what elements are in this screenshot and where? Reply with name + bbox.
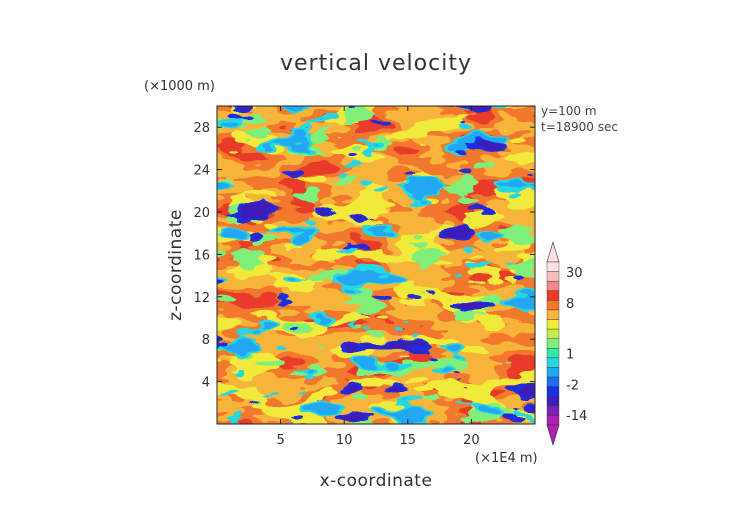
annotation-y-position: y=100 m: [541, 104, 597, 118]
heatmap-plot-area: [217, 106, 535, 424]
colorbar-label: 1: [566, 348, 574, 363]
colorbar: [546, 240, 560, 447]
y-tick-label: 12: [193, 291, 210, 306]
colorbar-segment: [546, 261, 560, 272]
y-tick-label: 24: [193, 164, 210, 179]
colorbar-segment: [546, 376, 560, 387]
x-tick-label: 20: [463, 433, 480, 448]
colorbar-segment: [546, 319, 560, 330]
colorbar-segment: [546, 348, 560, 359]
colorbar-label: -14: [566, 409, 587, 424]
y-tick-label: 16: [193, 248, 210, 263]
colorbar-label: -2: [566, 378, 579, 393]
colorbar-segment: [546, 396, 560, 407]
y-tick-label: 28: [193, 121, 210, 136]
colorbar-segment: [546, 271, 560, 282]
x-tick-label: 10: [336, 433, 353, 448]
heatmap-layer: [217, 106, 535, 424]
colorbar-segment: [546, 357, 560, 368]
colorbar-label: 30: [566, 266, 583, 281]
annotation-time: t=18900 sec: [541, 120, 618, 134]
y-axis-label: z-coordinate: [166, 209, 186, 321]
y-tick-label: 20: [193, 206, 210, 221]
colorbar-segment: [546, 338, 560, 349]
colorbar-segment: [546, 415, 560, 426]
colorbar-top-arrow: [546, 240, 560, 263]
x-tick-label: 15: [400, 433, 417, 448]
x-axis-ticks: 5 10 15 20: [276, 106, 480, 448]
colorbar-segment: [546, 405, 560, 416]
colorbar-labels: 30 8 1 -2 -14: [566, 266, 587, 424]
y-tick-label: 4: [202, 376, 210, 391]
y-tick-label: 8: [202, 333, 210, 348]
colorbar-segment: [546, 309, 560, 320]
y-axis-ticks: 4 8 12 16 20 24 28: [193, 121, 535, 391]
x-axis-label: x-coordinate: [320, 471, 433, 491]
colorbar-segment: [546, 290, 560, 301]
colorbar-segment: [546, 300, 560, 311]
colorbar-bottom-arrow: [546, 424, 560, 447]
colorbar-segment: [546, 280, 560, 291]
colorbar-segment: [546, 386, 560, 397]
y-axis-unit: (×1000 m): [144, 79, 215, 94]
colorbar-segment: [546, 328, 560, 339]
x-axis-unit: (×1E4 m): [475, 451, 538, 466]
x-tick-label: 5: [276, 433, 284, 448]
chart-title: vertical velocity: [280, 51, 472, 76]
colorbar-segment: [546, 367, 560, 378]
colorbar-label: 8: [566, 297, 574, 312]
plot-frame: [216, 105, 536, 425]
